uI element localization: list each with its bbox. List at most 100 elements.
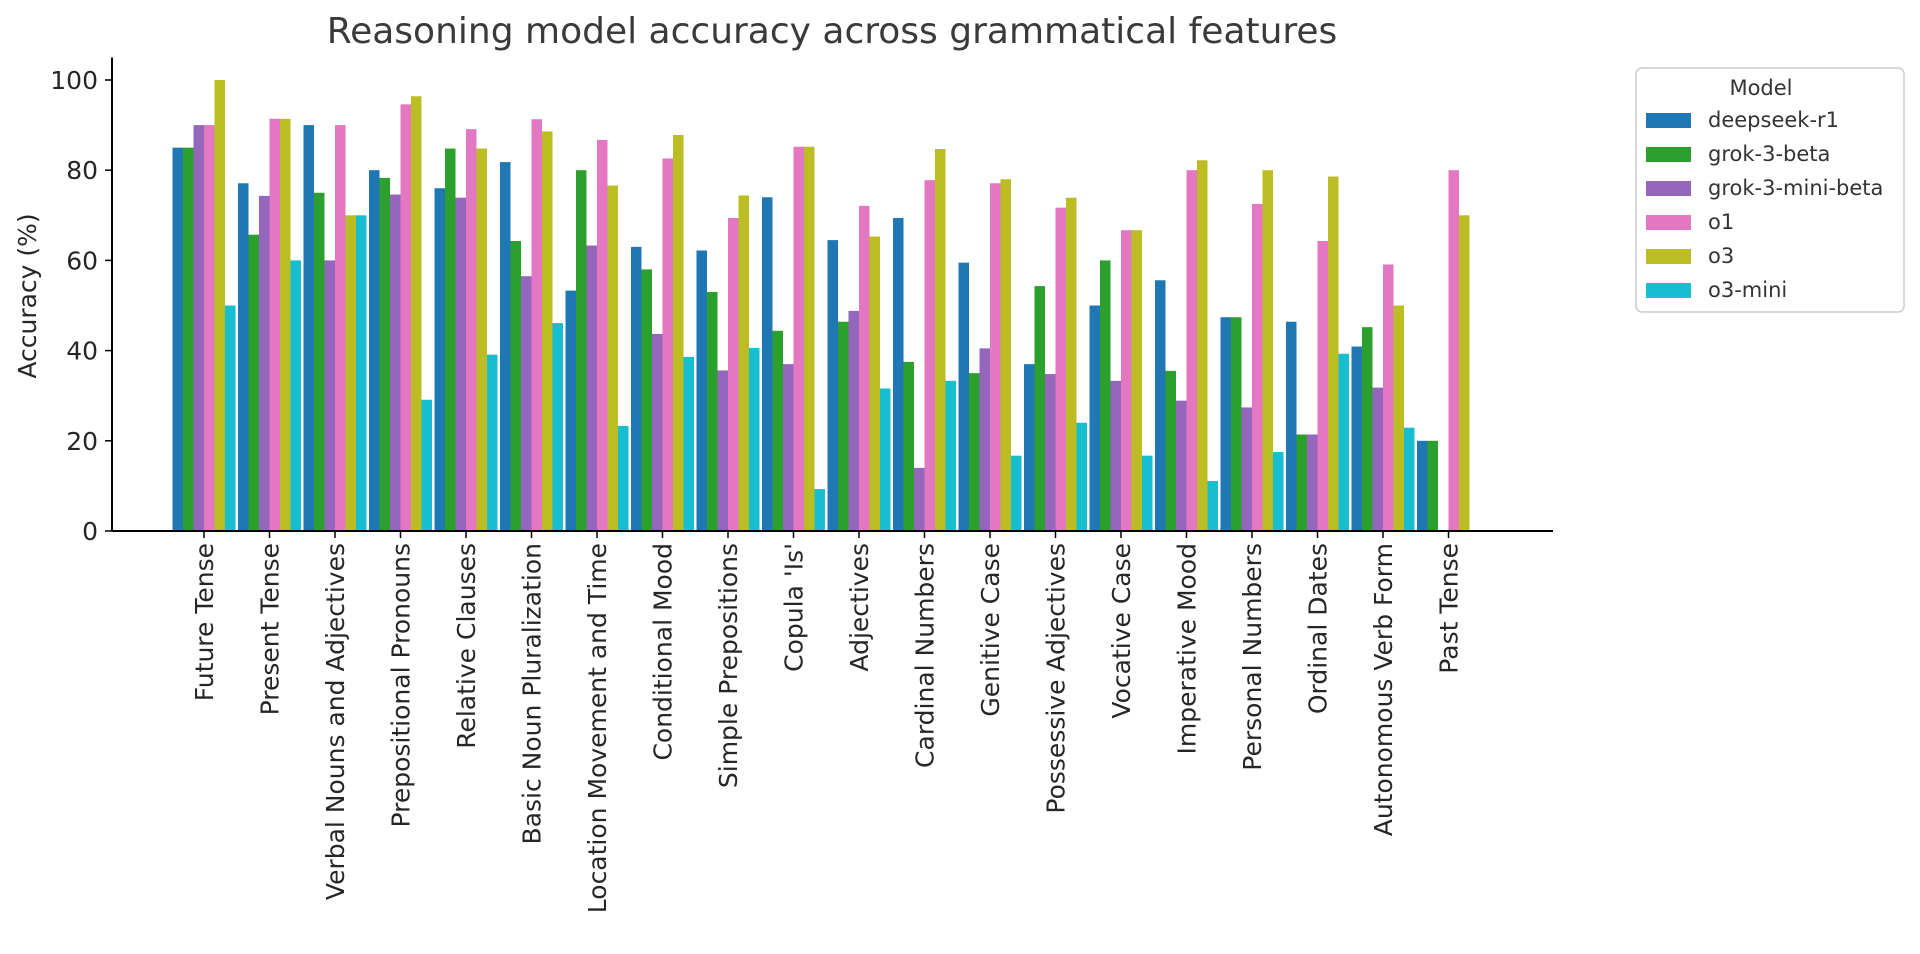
bar [1089,305,1100,531]
bar [379,177,390,531]
x-tick-label: Imperative Mood [1173,543,1202,754]
bar [445,148,456,532]
bar [225,305,236,531]
bar [314,192,325,531]
bar [238,183,249,531]
bar [880,388,891,531]
bar [1427,440,1438,531]
bar [1328,176,1339,531]
bar [269,118,280,531]
bars-layer [172,80,1470,532]
y-tick-label: 40 [66,337,98,366]
bar [969,373,980,531]
bar [1273,452,1284,531]
bar [1362,327,1373,531]
x-tick-label: Relative Clauses [452,543,481,749]
bar [738,195,749,531]
bar [565,290,576,531]
legend-swatch [1646,283,1691,298]
x-tick-label: Past Tense [1435,543,1464,674]
bar [1286,321,1297,531]
bar [1296,434,1307,531]
bar [762,197,773,531]
bar [903,361,914,532]
bar [1024,364,1035,531]
bar [893,218,904,531]
legend-swatch [1646,147,1691,162]
bar [1448,170,1459,531]
y-tick-label: 80 [66,156,98,185]
x-tick-label: Cardinal Numbers [911,543,940,768]
bar [1372,387,1383,531]
bar [1034,286,1045,531]
x-tick-label: Copula 'Is' [780,543,809,672]
bar [683,356,694,531]
bar [641,269,652,531]
bar [1142,455,1153,531]
bar [500,162,511,531]
bar [945,380,956,531]
bar [214,80,225,531]
bar [1351,346,1362,531]
bar [597,139,608,532]
bar [303,125,314,531]
bar [259,195,270,531]
y-axis-label: Accuracy (%) [13,213,42,378]
bar [335,125,346,531]
bar [848,310,859,531]
bar [1338,353,1349,531]
x-tick-label: Simple Prepositions [714,543,743,788]
bar [1393,305,1404,531]
x-tick-label: Vocative Case [1107,543,1136,719]
bar [521,276,532,531]
bar [1383,264,1394,531]
bar [1045,374,1056,531]
bar [1307,434,1318,531]
x-tick-label: Ordinal Dates [1304,543,1333,714]
bar [1100,260,1111,531]
bar [1131,230,1142,531]
bar [793,146,804,531]
legend-label: o1 [1708,210,1734,234]
bar [1317,241,1328,531]
bar [345,215,356,532]
x-tick-label: Basic Noun Pluralization [518,543,547,844]
bar [958,262,969,531]
bar [487,354,498,531]
y-tick-label: 100 [50,66,98,95]
bar [1231,317,1242,531]
bar [369,170,380,531]
bar [1110,380,1121,531]
bar [859,205,870,531]
bar [576,170,587,531]
bar [1262,170,1273,531]
legend-box [1635,67,1905,313]
legend-label: o3-mini [1708,278,1787,302]
bar [421,399,432,531]
bar [542,131,553,531]
bar [356,215,367,532]
bar [1207,480,1218,531]
bar [552,323,563,531]
y-tick-label: 0 [82,517,98,546]
x-tick-label: Location Movement and Time [583,543,612,913]
bar [869,236,880,531]
bar [400,104,411,531]
bar [827,240,838,532]
bar [411,96,422,532]
bar [1066,197,1077,531]
bar [772,330,783,531]
axes-layer: 0 20 40 60 80 100 Future Tense Present Tense Ver… [50,57,1553,913]
bar [1165,370,1176,531]
bar [990,183,1001,531]
bar [662,158,673,531]
x-tick-label: Verbal Nouns and Adjectives [321,543,350,900]
x-tick-label: Genitive Case [976,543,1005,717]
bar [1404,427,1415,531]
bar [1186,170,1197,531]
bar [434,188,445,532]
legend-swatch [1646,215,1691,230]
bar [1220,317,1231,531]
bar [1417,440,1428,531]
